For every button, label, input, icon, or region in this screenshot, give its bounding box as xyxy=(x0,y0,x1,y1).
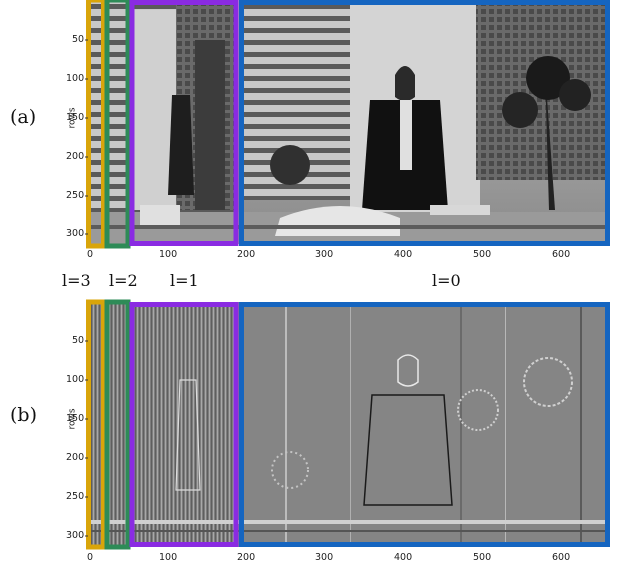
b-ytick: 250 xyxy=(66,491,85,502)
box-a-level2 xyxy=(104,0,131,249)
a-ytick: 200 xyxy=(66,151,85,162)
b-xtick: 100 xyxy=(159,552,178,563)
box-a-level0 xyxy=(239,0,610,246)
level-label-1: l=1 xyxy=(170,271,199,290)
level-label-2: l=2 xyxy=(109,271,138,290)
a-ytick: 250 xyxy=(66,190,85,201)
a-xtick: 600 xyxy=(552,249,571,260)
panel-b-image xyxy=(88,302,610,547)
panel-b-label: (b) xyxy=(10,404,37,426)
a-ytick: 150 xyxy=(66,112,85,123)
box-b-level2 xyxy=(104,299,131,550)
box-a-level3 xyxy=(86,0,106,249)
a-ytick: 50 xyxy=(72,34,85,45)
a-xtick: 100 xyxy=(159,249,178,260)
a-xtick: 200 xyxy=(237,249,256,260)
level-label-0: l=0 xyxy=(432,271,461,290)
box-a-level1 xyxy=(129,0,239,246)
b-xtick: 600 xyxy=(552,552,571,563)
a-ytick: 300 xyxy=(66,228,85,239)
box-b-level0 xyxy=(239,302,610,547)
a-xtick: 0 xyxy=(87,249,94,260)
a-xtick: 500 xyxy=(473,249,492,260)
a-xtick: 300 xyxy=(315,249,334,260)
panel-a-level-boxes xyxy=(86,0,610,249)
b-xtick: 500 xyxy=(473,552,492,563)
b-ytick: 300 xyxy=(66,530,85,541)
b-ytick: 150 xyxy=(66,413,85,424)
b-xtick: 300 xyxy=(315,552,334,563)
b-xtick: 200 xyxy=(237,552,256,563)
box-b-level3 xyxy=(86,299,106,550)
axis-ticks xyxy=(85,39,88,537)
b-xtick: 400 xyxy=(394,552,413,563)
box-b-level1 xyxy=(129,302,239,547)
a-ytick: 100 xyxy=(66,73,85,84)
panel-a-image xyxy=(88,0,610,244)
panel-b-level-boxes xyxy=(86,299,610,550)
b-ytick: 200 xyxy=(66,452,85,463)
b-ytick: 100 xyxy=(66,374,85,385)
panel-a-label: (a) xyxy=(10,106,37,128)
level-label-3: l=3 xyxy=(62,271,91,290)
b-ytick: 50 xyxy=(72,335,85,346)
a-xtick: 400 xyxy=(394,249,413,260)
b-xtick: 0 xyxy=(87,552,94,563)
